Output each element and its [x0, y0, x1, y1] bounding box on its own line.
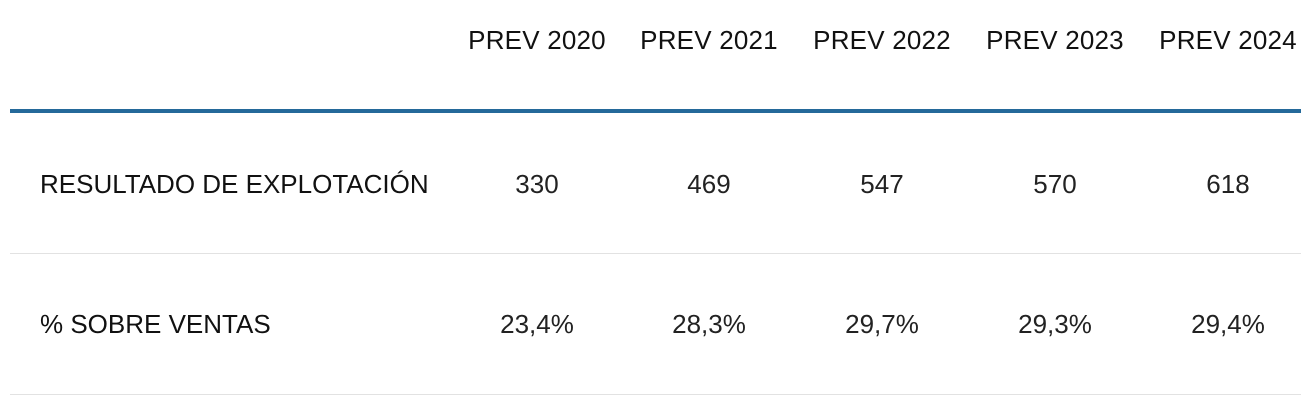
row-label: % SOBRE VENTAS	[40, 309, 271, 339]
cell-value: 618	[1206, 169, 1250, 199]
row-separator	[10, 253, 1301, 254]
column-header: PREV 2024	[1159, 25, 1297, 55]
column-header: PREV 2023	[986, 25, 1124, 55]
column-header: PREV 2022	[813, 25, 951, 55]
cell-value: 469	[687, 169, 731, 199]
cell-value: 29,3%	[1018, 309, 1092, 339]
column-header: PREV 2021	[640, 25, 778, 55]
row-label: RESULTADO DE EXPLOTACIÓN	[40, 169, 429, 199]
cell-value: 28,3%	[672, 309, 746, 339]
cell-value: 547	[860, 169, 904, 199]
header-rule	[10, 109, 1301, 113]
row-separator	[10, 394, 1301, 395]
cell-value: 570	[1033, 169, 1077, 199]
cell-value: 23,4%	[500, 309, 574, 339]
column-header: PREV 2020	[468, 25, 606, 55]
cell-value: 29,4%	[1191, 309, 1265, 339]
cell-value: 330	[515, 169, 559, 199]
cell-value: 29,7%	[845, 309, 919, 339]
